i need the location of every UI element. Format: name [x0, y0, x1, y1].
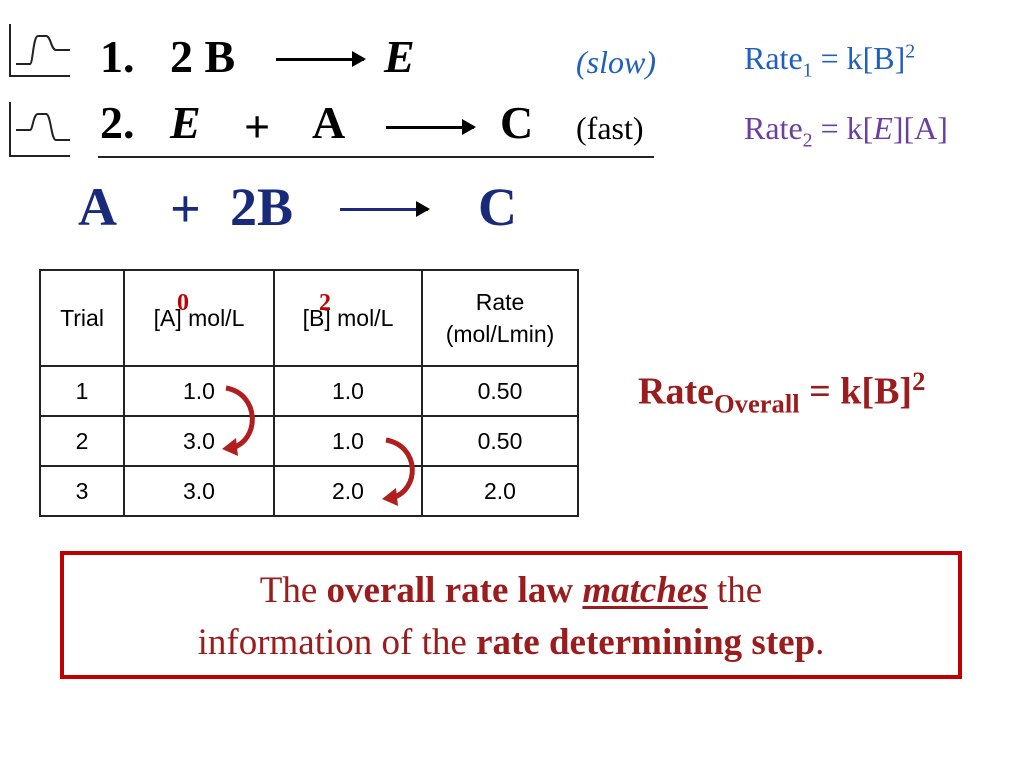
overall-arrow: [340, 201, 430, 217]
step2-rate-law: Rate2 = k[E][A]: [744, 110, 948, 152]
cell-trial: 1: [39, 365, 125, 417]
step2-product: C: [500, 97, 534, 148]
energy-profile-icon: [9, 102, 70, 157]
header-trial: Trial: [39, 269, 125, 367]
step2-reactant-a: A: [312, 97, 346, 148]
step1-arrow: [276, 51, 366, 67]
step2-plus: +: [244, 101, 271, 152]
cell-b: 1.0: [273, 365, 423, 417]
cell-b: 2.0: [273, 465, 423, 517]
energy-profile-icon: [9, 24, 70, 77]
conclusion-line2: information of the rate determining step…: [197, 622, 825, 663]
step2-reactant-e: E: [170, 97, 201, 148]
conclusion-box: The overall rate law matches the informa…: [60, 551, 962, 679]
header-a: [A] mol/L: [123, 269, 275, 367]
cell-rate: 2.0: [421, 465, 579, 517]
rate-overall-law: RateOverall = k[B]2: [638, 366, 926, 419]
overall-reactant-a: A: [78, 177, 117, 237]
step1-rate-law: Rate1 = k[B]2: [744, 40, 916, 82]
step1-speed: (slow): [576, 44, 656, 80]
table-row: 1 1.0 1.0 0.50: [39, 365, 579, 417]
cell-a: 3.0: [123, 465, 275, 517]
step2-speed: (fast): [576, 110, 644, 146]
table-row: 2 3.0 1.0 0.50: [39, 415, 579, 467]
conclusion-line1: The overall rate law matches the: [259, 570, 763, 611]
table-row: 3 3.0 2.0 2.0: [39, 465, 579, 517]
step1-number: 1.: [100, 31, 135, 82]
curved-arrow-icon: [382, 437, 415, 506]
step1-product: E: [384, 31, 415, 82]
curved-arrow-icon: [222, 385, 255, 456]
step2-number: 2.: [100, 97, 135, 148]
cell-trial: 2: [39, 415, 125, 467]
table-header-row: Trial [A] mol/L [B] mol/L Rate (mol/Lmin): [39, 269, 579, 367]
summation-line: [98, 156, 654, 158]
rate-data-table: Trial [A] mol/L [B] mol/L Rate (mol/Lmin)…: [39, 269, 579, 517]
order-b-exponent: 2: [319, 290, 331, 316]
cell-b: 1.0: [273, 415, 423, 467]
overall-plus: +: [170, 179, 201, 239]
step2-arrow: [386, 119, 476, 135]
cell-a: 3.0: [123, 415, 275, 467]
step1-reactant: 2 B: [170, 31, 236, 82]
header-b: [B] mol/L: [273, 269, 423, 367]
header-rate: Rate (mol/Lmin): [421, 269, 579, 367]
overall-product: C: [478, 177, 517, 237]
order-a-exponent: 0: [177, 290, 189, 316]
cell-rate: 0.50: [421, 415, 579, 467]
overall-reactant-b: 2B: [230, 177, 294, 237]
cell-rate: 0.50: [421, 365, 579, 417]
cell-trial: 3: [39, 465, 125, 517]
